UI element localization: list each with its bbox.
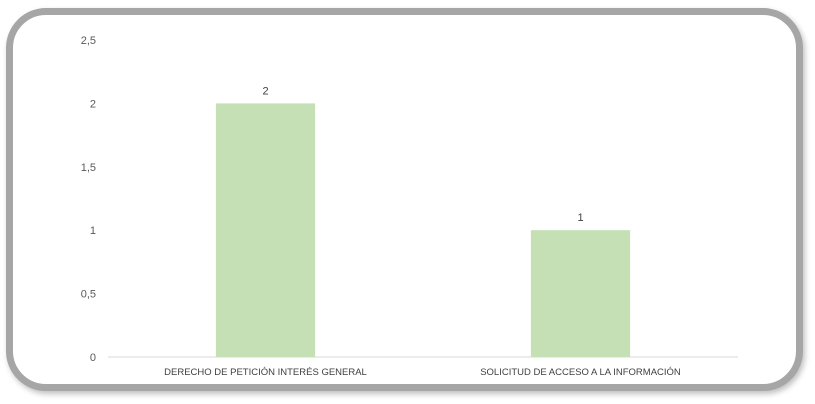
y-tick-label: 0,5 xyxy=(81,289,96,301)
x-category-label: SOLICITUD DE ACCESO A LA INFORMACIÓN xyxy=(480,367,681,378)
y-tick-label: 0 xyxy=(90,352,96,364)
bars-group xyxy=(215,103,631,358)
y-tick-label: 1 xyxy=(90,225,96,237)
bar-value-label: 2 xyxy=(262,85,268,97)
y-tick-label: 1,5 xyxy=(81,162,96,174)
y-tick-label: 2 xyxy=(90,98,96,110)
category-labels-group: DERECHO DE PETICIÓN INTERÉS GENERAL SOLIC… xyxy=(164,367,681,378)
bar xyxy=(215,103,316,358)
chart-frame xyxy=(6,8,803,391)
data-labels-group: 21 xyxy=(262,85,583,224)
y-tick-label: 2,5 xyxy=(81,35,96,47)
y-axis-ticks: 0 0,5 1 1,5 2 2,5 xyxy=(81,35,96,364)
bar xyxy=(530,230,631,357)
x-category-label: DERECHO DE PETICIÓN INTERÉS GENERAL xyxy=(164,367,367,378)
bar-value-label: 1 xyxy=(577,212,583,224)
